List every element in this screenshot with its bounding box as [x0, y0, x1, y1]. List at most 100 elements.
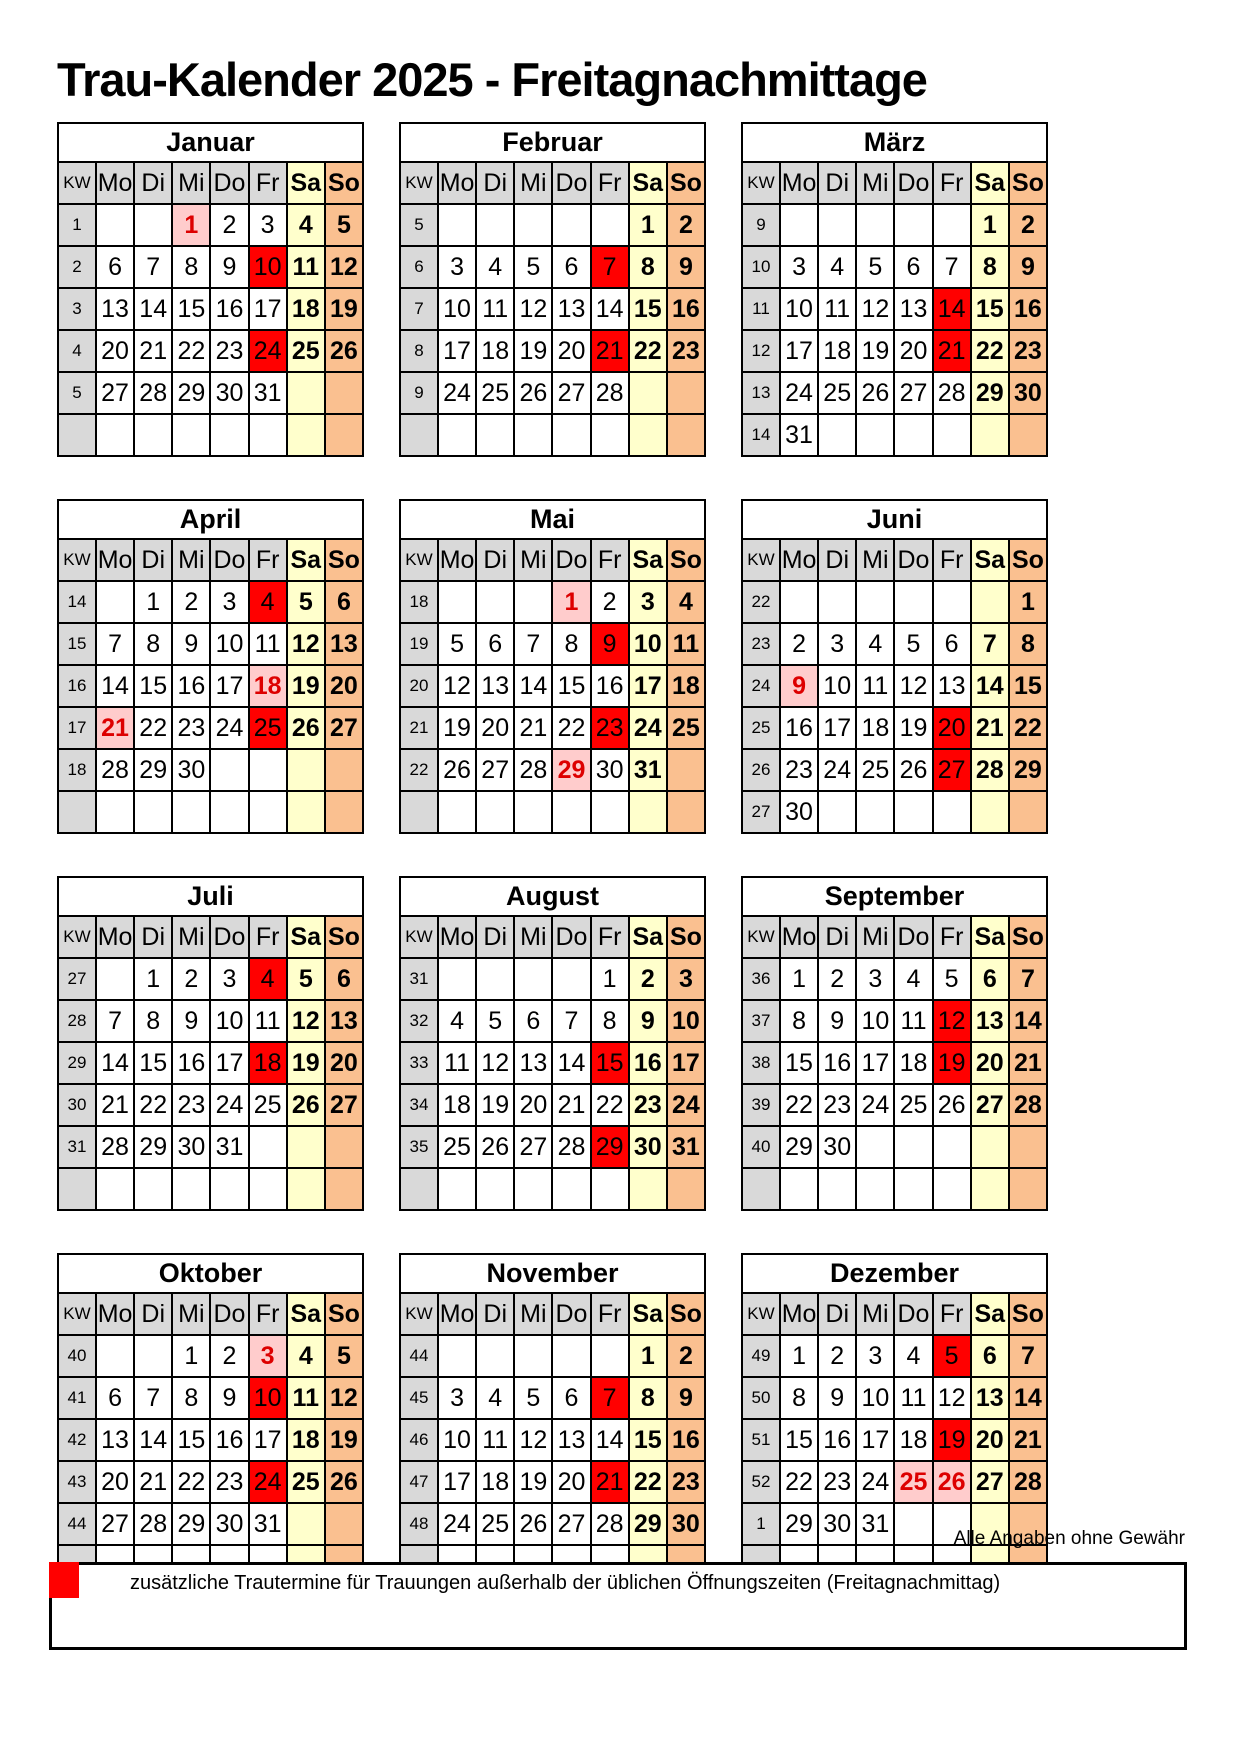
day-cell: 13 [323, 999, 365, 1043]
day-cell: 6 [969, 957, 1010, 1001]
weekday-header-do: Do [551, 538, 592, 582]
kw-cell: 41 [57, 1376, 97, 1420]
empty-day-cell [436, 203, 478, 247]
day-cell: 16 [817, 1041, 858, 1085]
day-cell: 15 [171, 1418, 212, 1462]
empty-day-cell [1007, 1125, 1049, 1169]
day-cell: 15 [778, 1041, 820, 1085]
kw-cell: 38 [741, 1041, 781, 1085]
empty-day-cell [665, 413, 707, 457]
day-cell: 1 [171, 203, 212, 247]
day-cell: 12 [323, 245, 365, 289]
weekday-header-kw: KW [57, 538, 97, 582]
day-cell: 8 [133, 999, 174, 1043]
empty-day-cell [171, 413, 212, 457]
day-cell: 18 [436, 1083, 478, 1127]
weekday-header-mi: Mi [513, 161, 554, 205]
day-cell: 8 [627, 1376, 668, 1420]
day-cell: 15 [778, 1418, 820, 1462]
day-cell: 23 [665, 1460, 707, 1504]
day-cell: 13 [931, 664, 972, 708]
day-cell: 11 [247, 622, 288, 666]
day-cell: 7 [931, 245, 972, 289]
empty-day-cell [855, 580, 896, 624]
day-cell: 12 [285, 999, 326, 1043]
weekday-header-fr: Fr [247, 1292, 288, 1336]
day-cell: 11 [247, 999, 288, 1043]
day-cell: 2 [665, 1334, 707, 1378]
day-cell: 12 [893, 664, 934, 708]
empty-day-cell [133, 1334, 174, 1378]
weekday-header-do: Do [551, 1292, 592, 1336]
month-title: Oktober [57, 1253, 364, 1294]
weekday-header-kw: KW [57, 161, 97, 205]
kw-cell [57, 790, 97, 834]
weekday-header-sa: Sa [969, 915, 1010, 959]
day-cell: 7 [94, 999, 136, 1043]
day-cell: 27 [931, 748, 972, 792]
day-cell: 12 [323, 1376, 365, 1420]
kw-cell: 18 [399, 580, 439, 624]
kw-cell: 33 [399, 1041, 439, 1085]
weekday-header-kw: KW [741, 161, 781, 205]
day-cell: 24 [247, 1460, 288, 1504]
day-cell: 1 [171, 1334, 212, 1378]
empty-day-cell [133, 203, 174, 247]
day-cell: 27 [323, 1083, 365, 1127]
empty-day-cell [551, 1167, 592, 1211]
kw-cell: 36 [741, 957, 781, 1001]
day-cell: 28 [1007, 1083, 1049, 1127]
empty-day-cell [589, 413, 630, 457]
day-cell: 28 [931, 371, 972, 415]
legend-box: zusätzliche Trautermine für Trauungen au… [49, 1562, 1187, 1650]
day-cell: 12 [931, 1376, 972, 1420]
day-cell: 7 [133, 245, 174, 289]
day-cell: 1 [1007, 580, 1049, 624]
day-cell: 9 [209, 245, 250, 289]
empty-day-cell [247, 1125, 288, 1169]
day-cell: 24 [436, 1502, 478, 1546]
day-cell: 23 [589, 706, 630, 750]
empty-day-cell [285, 413, 326, 457]
kw-cell: 42 [57, 1418, 97, 1462]
weekday-header-do: Do [551, 915, 592, 959]
day-cell: 14 [94, 664, 136, 708]
kw-cell: 30 [57, 1083, 97, 1127]
month-title: August [399, 876, 706, 917]
day-cell: 26 [893, 748, 934, 792]
day-cell: 17 [436, 329, 478, 373]
empty-day-cell [969, 1167, 1010, 1211]
kw-cell: 29 [57, 1041, 97, 1085]
month-table-juni: Juni KW Mo Di Mi Do Fr Sa So 22 1 23 2 3 4 5 6 7 8 24 9 10 11 1… [741, 499, 1049, 834]
empty-day-cell [778, 203, 820, 247]
empty-day-cell [931, 790, 972, 834]
day-cell: 4 [893, 957, 934, 1001]
empty-day-cell [627, 1167, 668, 1211]
empty-day-cell [589, 790, 630, 834]
kw-cell: 22 [399, 748, 439, 792]
kw-cell: 47 [399, 1460, 439, 1504]
day-cell: 5 [285, 957, 326, 1001]
day-cell: 27 [969, 1460, 1010, 1504]
day-cell: 18 [247, 664, 288, 708]
kw-cell: 25 [741, 706, 781, 750]
empty-day-cell [94, 580, 136, 624]
day-cell: 5 [513, 245, 554, 289]
kw-cell: 18 [57, 748, 97, 792]
day-cell: 20 [969, 1418, 1010, 1462]
kw-cell: 44 [57, 1502, 97, 1546]
page-title: Trau-Kalender 2025 - Freitagnachmittage [57, 53, 928, 106]
kw-cell: 31 [399, 957, 439, 1001]
empty-day-cell [247, 790, 288, 834]
day-cell: 28 [133, 1502, 174, 1546]
day-cell: 17 [665, 1041, 707, 1085]
day-cell: 3 [855, 957, 896, 1001]
day-cell: 2 [171, 957, 212, 1001]
day-cell: 8 [969, 245, 1010, 289]
day-cell: 19 [323, 1418, 365, 1462]
day-cell: 1 [778, 957, 820, 1001]
day-cell: 5 [323, 1334, 365, 1378]
day-cell: 28 [94, 1125, 136, 1169]
empty-day-cell [778, 580, 820, 624]
kw-cell [57, 413, 97, 457]
